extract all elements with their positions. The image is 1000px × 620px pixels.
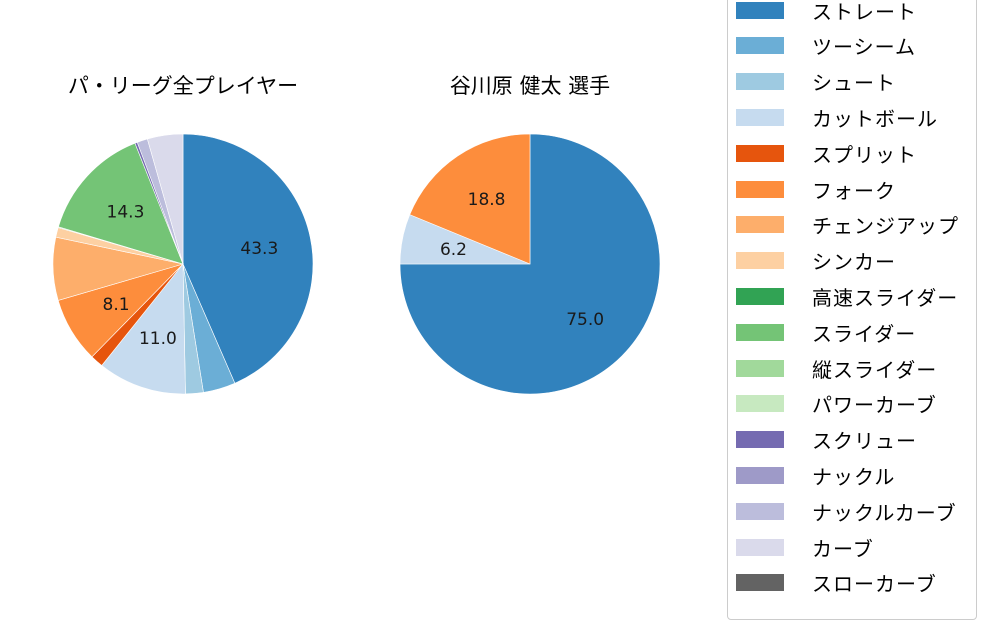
legend-label: スクリュー: [812, 429, 917, 454]
legend-label: カットボール: [812, 106, 938, 131]
right-chart-title: 谷川原 健太 選手: [449, 74, 611, 98]
legend-label: ストレート: [812, 0, 917, 24]
legend-swatch: [736, 395, 784, 413]
legend-item: カーブ: [736, 532, 874, 562]
legend-item: ストレート: [736, 0, 917, 25]
legend-label: 縦スライダー: [812, 357, 938, 382]
legend-item: シンカー: [736, 246, 896, 276]
pie-slice: [182, 133, 314, 384]
slice-value-label: 43.3: [240, 239, 278, 259]
legend-swatch: [736, 466, 784, 484]
legend-label: スローカーブ: [812, 572, 937, 597]
legend-swatch: [736, 252, 784, 270]
pie-charts: 43.3 11.0 8.1 14.3 75.0 6.2 18.8: [52, 133, 661, 395]
legend-item: チェンジアップ: [736, 210, 959, 240]
slice-value-label: 6.2: [440, 240, 467, 260]
legend-swatch: [736, 359, 784, 377]
legend-swatch: [736, 287, 784, 305]
legend-label: シンカー: [812, 250, 896, 275]
pie-slice: [147, 133, 184, 265]
legend-item: ツーシーム: [736, 31, 916, 61]
legend-item: スライダー: [736, 317, 916, 347]
legend-swatch: [736, 37, 784, 55]
legend-item: スクリュー: [736, 425, 917, 455]
legend-label: パワーカーブ: [812, 393, 937, 418]
legend-label: カーブ: [812, 536, 874, 561]
legend-swatch: [736, 431, 784, 449]
player-pie-chart: 75.0 6.2 18.8: [399, 133, 661, 395]
league-pie-chart: 43.3 11.0 8.1 14.3: [52, 133, 314, 395]
legend-swatch: [736, 180, 784, 198]
left-chart-title: パ・リーグ全プレイヤー: [67, 74, 299, 98]
legend-swatch: [736, 73, 784, 91]
legend-item: スローカーブ: [736, 568, 937, 598]
pie-slice: [399, 133, 661, 395]
legend-label: シュート: [812, 71, 896, 96]
legend-swatch: [736, 574, 784, 592]
legend-item: シュート: [736, 67, 896, 97]
legend-item: パワーカーブ: [736, 389, 937, 419]
pie-slice: [101, 263, 186, 395]
legend-label: スプリット: [812, 142, 917, 167]
legend-item: ナックルカーブ: [736, 496, 957, 526]
legend-label: フォーク: [812, 178, 896, 203]
slice-value-label: 11.0: [139, 329, 177, 349]
legend-swatch: [736, 144, 784, 162]
legend-label: ナックルカーブ: [812, 500, 957, 525]
legend-label: チェンジアップ: [812, 214, 959, 239]
slice-value-label: 75.0: [566, 310, 604, 330]
slice-value-label: 14.3: [107, 202, 145, 222]
legend-item: ナックル: [736, 460, 895, 490]
legend-swatch: [736, 1, 784, 19]
legend-item: カットボール: [736, 102, 938, 132]
pie-slice: [58, 142, 184, 265]
legend-item: 高速スライダー: [736, 281, 958, 311]
legend-swatch: [736, 108, 784, 126]
legend: ストレートツーシームシュートカットボール スプリットフォークチェンジアップ シンカー…: [727, 0, 977, 620]
legend-item: スプリット: [736, 138, 917, 168]
legend-label: 高速スライダー: [812, 285, 959, 310]
legend-label: スライダー: [812, 321, 917, 346]
legend-swatch: [736, 538, 784, 556]
legend-swatch: [736, 502, 784, 520]
legend-item: フォーク: [736, 174, 896, 204]
pie-slice: [409, 133, 531, 265]
legend-swatch: [736, 323, 784, 341]
legend-swatch: [736, 216, 784, 234]
legend-item: 縦スライダー: [736, 353, 937, 383]
slice-value-label: 8.1: [103, 295, 130, 315]
legend-label: ナックル: [812, 464, 896, 489]
legend-label: ツーシーム: [812, 35, 916, 60]
slice-value-label: 18.8: [468, 190, 506, 210]
